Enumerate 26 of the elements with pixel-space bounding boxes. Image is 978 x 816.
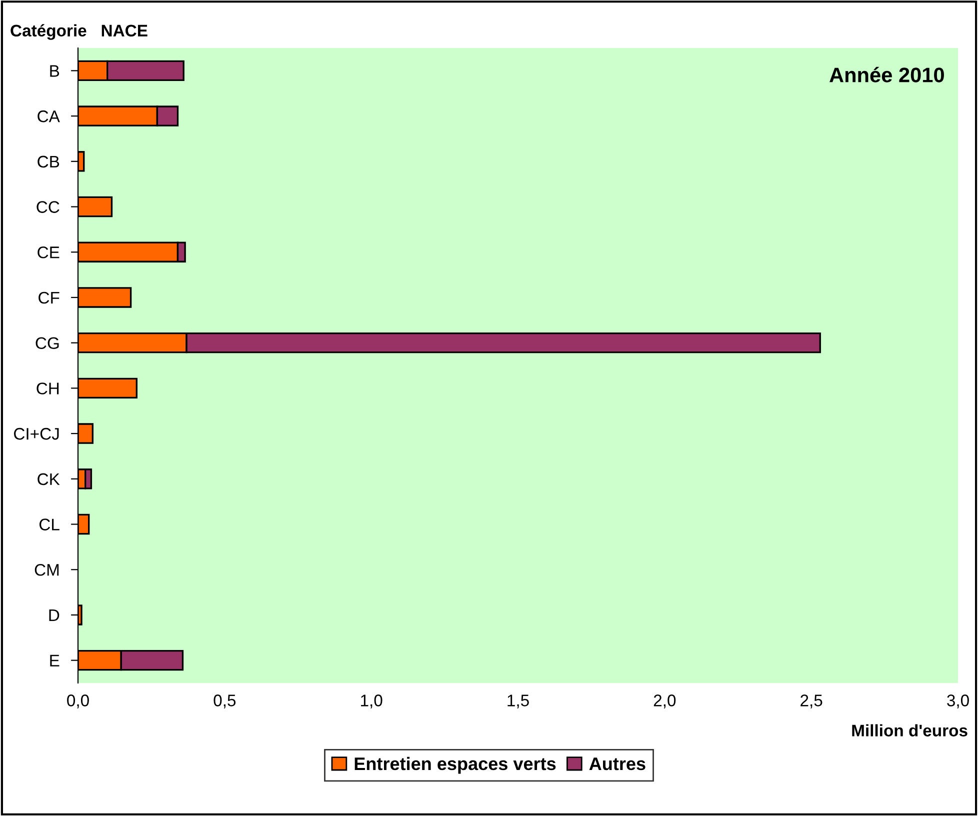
- y-tick-label: CG: [36, 337, 59, 350]
- y-tick-label: CA: [38, 110, 60, 122]
- y-tick-label: CB: [38, 156, 60, 168]
- y-tick-label: B: [50, 65, 60, 77]
- x-tick-label: 1,5: [508, 694, 529, 708]
- y-tick-label: CM: [34, 564, 59, 576]
- y-tick-label: CF: [38, 292, 60, 304]
- legend-label: Entretien espaces verts: [354, 756, 556, 774]
- legend-label: Autres: [589, 758, 646, 770]
- text: Année 2010: [830, 66, 944, 82]
- x-tick-label: 1,0: [361, 694, 382, 708]
- y-tick-label: CC: [36, 201, 60, 213]
- y-tick-label: CH: [36, 382, 59, 394]
- x-tick-label: 2,0: [654, 694, 676, 708]
- y-axis-title: Catégorie NACE: [10, 24, 148, 40]
- y-tick-label: CE: [38, 246, 60, 258]
- y-tick-label: D: [49, 610, 60, 622]
- x-tick-label: 0,0: [67, 694, 89, 708]
- y-tick-label: CL: [39, 518, 60, 530]
- x-tick-label: 3,0: [947, 694, 969, 708]
- y-tick-label: CI+CJ: [14, 428, 59, 440]
- x-axis-title: Million d'euros: [852, 724, 968, 736]
- y-tick-label: E: [50, 654, 60, 666]
- x-tick-label: 2,5: [800, 694, 822, 708]
- y-tick-label: CK: [38, 473, 60, 486]
- x-tick-label: 0,5: [214, 694, 236, 708]
